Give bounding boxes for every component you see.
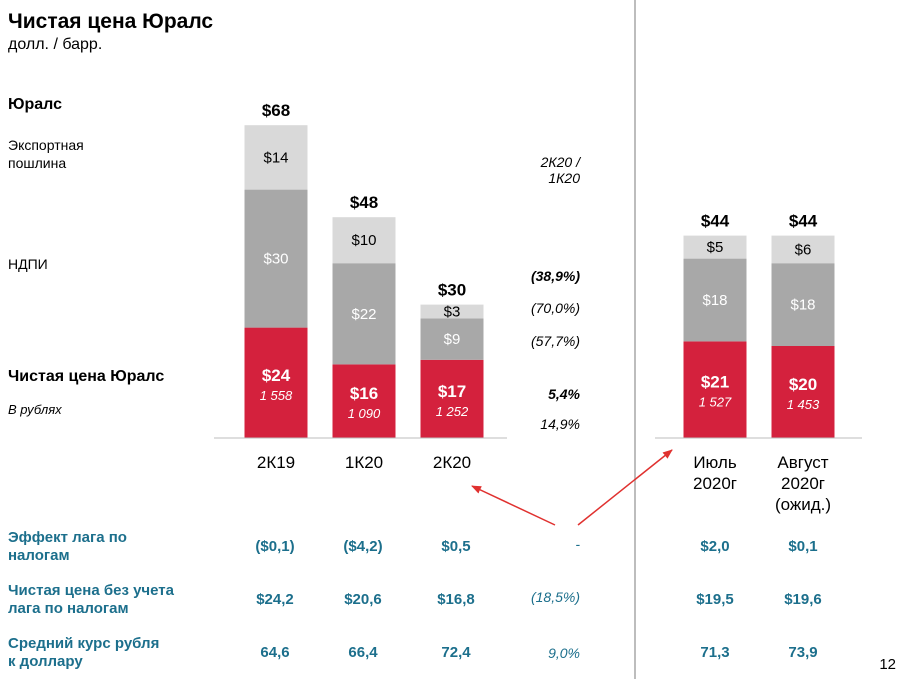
- table-cell: 73,9: [788, 644, 818, 661]
- table-row-label-tax-lag-line2: налогам: [8, 547, 70, 564]
- bar-segment-net-price: [683, 341, 747, 438]
- page-title: Чистая цена Юралс: [8, 10, 214, 33]
- bars-group: $24 1 558 $30 $14 $68 2К19 $16 1 090 $22 $10 $48 1К…: [244, 101, 835, 514]
- table-cell: ($0,1): [255, 538, 295, 555]
- table-ratio-tax-lag: -: [575, 536, 580, 552]
- table-row-label-net-ex-lag-line1: Чистая цена без учета: [8, 582, 174, 599]
- table-row-label-rub-rate: Средний курс рубля к доллару: [8, 635, 159, 671]
- legend-in-rubles: В рублях: [8, 402, 62, 417]
- bar-segment-export-duty: [420, 304, 484, 319]
- bar-label-net-price: $24: [262, 366, 291, 385]
- arrow-to-2k20: [471, 485, 556, 526]
- bar-segment-mineral-tax: [683, 258, 747, 342]
- table-cell: $24,2: [256, 591, 294, 608]
- table-row-label-net-ex-lag: Чистая цена без учета лага по налогам: [8, 582, 174, 618]
- ratio-total: (38,9%): [530, 268, 580, 284]
- legend-urals: Юралс: [8, 96, 63, 113]
- category-label: Июль: [693, 453, 737, 472]
- arrow-to-july: [577, 449, 673, 526]
- bar-label-rubles: 1 252: [436, 404, 469, 419]
- legend-net-price: Чистая цена Юралс: [8, 368, 165, 385]
- bar-segment-mineral-tax: [244, 189, 308, 328]
- table-row-label-rub-rate-line2: к доллару: [8, 653, 83, 670]
- category-label: 2К19: [257, 453, 295, 472]
- category-label: (ожид.): [775, 495, 831, 514]
- legend-export-duty-line2: пошлина: [8, 155, 67, 171]
- table-cell: $16,8: [437, 591, 475, 608]
- table-cell: $20,6: [344, 591, 382, 608]
- ratio-header: 2К20 / 1К20: [490, 154, 580, 186]
- table-cell: 66,4: [348, 644, 378, 661]
- bar-label-net-price: $16: [350, 384, 378, 403]
- ratio-header-line1: 2К20 /: [540, 154, 580, 170]
- table-cell: $0,5: [441, 538, 471, 555]
- bar-segment-mineral-tax: [332, 263, 396, 365]
- bar-segment-net-price: [244, 327, 308, 438]
- legend-mineral-tax: НДПИ: [8, 256, 48, 272]
- bar-label-net-price: $21: [701, 373, 729, 392]
- table-cell: $19,6: [784, 591, 822, 608]
- table-cell: $19,5: [696, 591, 734, 608]
- page-subtitle: долл. / барр.: [8, 36, 103, 53]
- bar-label-export-duty: $3: [444, 304, 461, 321]
- bar-segment-mineral-tax: [771, 263, 835, 346]
- bar-total-label: $68: [262, 101, 290, 120]
- bar-segment-export-duty: [332, 217, 396, 264]
- table-row-label-net-ex-lag-line2: лага по налогам: [8, 600, 129, 617]
- bar-label-mineral-tax: $9: [444, 331, 461, 348]
- table-ratio-net-ex-lag: (18,5%): [530, 589, 580, 605]
- bar-segment-export-duty: [244, 125, 308, 190]
- category-label: 2020г: [781, 474, 825, 493]
- bar-segment-export-duty: [683, 235, 747, 259]
- bar-label-rubles: 1 090: [348, 406, 381, 421]
- bar-label-export-duty: $14: [263, 149, 288, 166]
- bar-label-rubles: 1 558: [260, 388, 293, 403]
- table-cell: 72,4: [441, 644, 471, 661]
- bar-label-net-price: $17: [438, 382, 466, 401]
- bar-label-export-duty: $10: [351, 232, 376, 249]
- bar-label-rubles: 1 453: [787, 397, 820, 412]
- bar-label-export-duty: $5: [707, 239, 724, 256]
- bar-label-net-price: $20: [789, 375, 817, 394]
- ratio-net-price: 5,4%: [548, 386, 580, 402]
- bar-segment-net-price: [332, 364, 396, 438]
- bar-label-rubles: 1 527: [699, 395, 732, 410]
- bar-label-export-duty: $6: [795, 241, 812, 258]
- category-label: 2020г: [693, 474, 737, 493]
- table-cell: $0,1: [788, 538, 818, 555]
- bar-segment-mineral-tax: [420, 318, 484, 360]
- legend-export-duty: Экспортная пошлина: [8, 136, 84, 172]
- ratio-header-line2: 1К20: [548, 170, 580, 186]
- ratio-export-duty: (70,0%): [530, 300, 580, 316]
- section-divider: [634, 0, 636, 679]
- ratio-mineral-tax: (57,7%): [530, 333, 580, 349]
- bar-label-mineral-tax: $18: [790, 297, 815, 314]
- bar-total-label: $30: [438, 281, 466, 300]
- table-cell: 71,3: [700, 644, 730, 661]
- bar-total-label: $44: [789, 212, 818, 231]
- bar-segment-net-price: [771, 346, 835, 438]
- table-row-label-tax-lag-line1: Эффект лага по: [8, 529, 127, 546]
- bar-label-mineral-tax: $18: [702, 292, 727, 309]
- bar-total-label: $48: [350, 193, 378, 212]
- table-cell: $2,0: [700, 538, 730, 555]
- bar-segment-export-duty: [771, 235, 835, 264]
- bar-segment-net-price: [420, 359, 484, 438]
- category-label: Август: [777, 453, 828, 472]
- legend-export-duty-line1: Экспортная: [8, 137, 84, 153]
- bar-total-label: $44: [701, 212, 730, 231]
- bar-label-mineral-tax: $30: [263, 251, 288, 268]
- table-cell: 64,6: [260, 644, 290, 661]
- table-row-label-tax-lag: Эффект лага по налогам: [8, 529, 127, 565]
- page-number: 12: [879, 656, 896, 673]
- category-label: 2К20: [433, 453, 471, 472]
- bar-label-mineral-tax: $22: [351, 306, 376, 323]
- ratio-rubles: 14,9%: [540, 416, 580, 432]
- category-label: 1К20: [345, 453, 383, 472]
- table-cell: ($4,2): [343, 538, 383, 555]
- table-row-label-rub-rate-line1: Средний курс рубля: [8, 635, 160, 652]
- table-ratio-rub-rate: 9,0%: [548, 645, 580, 661]
